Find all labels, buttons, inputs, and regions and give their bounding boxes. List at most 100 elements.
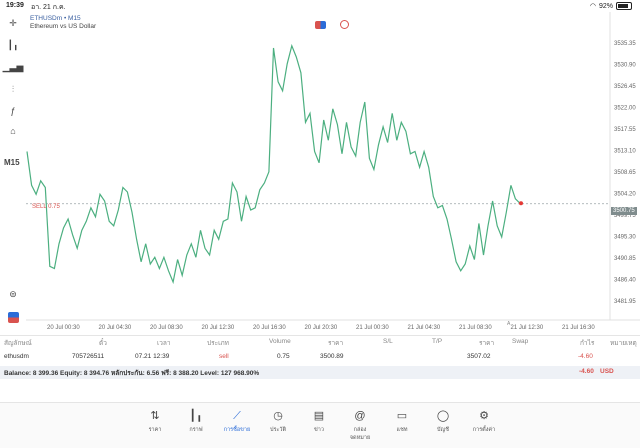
nav-history[interactable]: ◷ ประวัติ xyxy=(263,409,293,434)
nav-charts-label: กราฟ xyxy=(189,427,203,433)
price-tick-label: 3517.55 xyxy=(614,127,636,133)
header-type: ประเภท xyxy=(207,340,229,347)
battery-icon xyxy=(616,2,632,10)
time-tick-label: 20 Jul 00:30 xyxy=(47,325,80,331)
price-tick-label: 3526.45 xyxy=(614,84,636,90)
current-price-badge: 3500.75 xyxy=(611,207,637,215)
trade-chart-icon: ⟋ xyxy=(233,410,241,422)
row-current-price: 3507.02 xyxy=(467,353,491,360)
nav-news-label: ข่าว xyxy=(314,427,324,433)
row-price: 3500.89 xyxy=(320,353,344,360)
nav-mailbox[interactable]: @ กล่องจดหมาย xyxy=(345,409,375,442)
nav-chat[interactable]: ▭ แชท xyxy=(387,409,417,434)
header-volume: Volume xyxy=(269,338,291,345)
positions-table-header: สัญลักษณ์ ตั๋ว เวลา ประเภท Volume ราคา S… xyxy=(0,335,640,349)
price-tick-label: 3522.00 xyxy=(614,106,636,112)
time-tick-label: 21 Jul 08:30 xyxy=(459,325,492,331)
balance-bar: Balance: 8 399.36 Equity: 8 394.76 หลักป… xyxy=(0,366,640,379)
price-tick-label: 3486.40 xyxy=(614,278,636,284)
chart-symbol-title: ETHUSDm • M15 xyxy=(30,15,81,22)
chart-subtitle: Ethereum vs US Dollar xyxy=(30,23,97,30)
price-tick-label: 3481.95 xyxy=(614,299,636,305)
arrows-updown-icon: ⇅ xyxy=(150,410,160,422)
time-tick-label: 20 Jul 08:30 xyxy=(150,325,183,331)
row-ticket: 705726511 xyxy=(72,353,105,360)
header-price: ราคา xyxy=(328,340,344,347)
candles-icon: ┃╻ xyxy=(189,410,203,422)
mailbox-icon: @ xyxy=(354,410,366,422)
header-symbol: สัญลักษณ์ xyxy=(4,340,32,347)
price-chart[interactable]: 3535.35 3530.90 3526.45 3522.00 3517.55 3513.… xyxy=(0,0,640,335)
nav-quotes[interactable]: ⇅ ราคา xyxy=(140,409,170,434)
objects-icon[interactable]: ⫶ xyxy=(11,83,15,94)
header-time: เวลา xyxy=(157,340,171,347)
price-tick-label: 3513.10 xyxy=(614,149,636,155)
price-tick-label: 3495.30 xyxy=(614,235,636,241)
nav-account[interactable]: ◯ บัญชี xyxy=(428,409,458,434)
nav-settings-label: การตั้งค่า xyxy=(472,427,496,433)
status-time: 19:39 xyxy=(6,2,24,9)
header-swap: Swap xyxy=(512,338,529,345)
nav-charts[interactable]: ┃╻ กราฟ xyxy=(181,409,211,434)
row-type: sell xyxy=(219,353,229,360)
nav-account-label: บัญชี xyxy=(437,427,449,433)
nav-settings[interactable]: ⚙ การตั้งค่า xyxy=(469,409,499,434)
position-row[interactable]: ethusdm 705726511 07.21 12:39 sell 0.75 … xyxy=(0,351,640,364)
price-tick-label: 3535.35 xyxy=(614,41,636,47)
crosshair-icon[interactable]: ✛ xyxy=(9,17,17,28)
timeframe-button[interactable]: M15 xyxy=(4,158,20,167)
time-tick-label: 20 Jul 12:30 xyxy=(202,325,235,331)
indicators-icon[interactable]: ▁▃▅ xyxy=(2,61,24,72)
buy-sell-icon[interactable] xyxy=(315,21,326,29)
time-tick-label: 20 Jul 16:30 xyxy=(253,325,286,331)
time-tick-label: 21 Jul 16:30 xyxy=(562,325,595,331)
time-tick-label: 21 Jul 00:30 xyxy=(356,325,389,331)
price-tick-label: 3504.20 xyxy=(614,192,636,198)
status-bar: 19:39 อา. 21 ก.ค. ◠ 92% xyxy=(0,0,640,12)
trade-levels-icon[interactable] xyxy=(340,20,349,29)
news-icon: ▤ xyxy=(313,410,325,422)
header-sl: S/L xyxy=(383,338,393,345)
zoom-icon[interactable]: ⊜ xyxy=(9,288,17,299)
nav-mailbox-label: กล่องจดหมาย xyxy=(349,427,371,441)
header-current-price: ราคา xyxy=(479,340,495,347)
row-time: 07.21 12:39 xyxy=(135,353,170,360)
balance-currency: USD xyxy=(600,368,614,375)
balance-summary: Balance: 8 399.36 Equity: 8 394.76 หลักป… xyxy=(4,370,260,377)
balance-total-profit: -4.60 xyxy=(579,368,594,375)
battery-percent: 92% xyxy=(598,2,613,10)
time-tick-label: 20 Jul 04:30 xyxy=(99,325,132,331)
candles-icon[interactable]: ┃╻ xyxy=(7,39,19,50)
one-click-trading-icon[interactable] xyxy=(5,310,21,324)
time-tick-label: 21 Jul 12:30 xyxy=(511,325,544,331)
shapes-icon[interactable]: ⌂ xyxy=(10,126,16,136)
price-tick-label: 3499.75 xyxy=(614,213,636,219)
nav-history-label: ประวัติ xyxy=(269,427,287,433)
time-tick-label: 20 Jul 20:30 xyxy=(305,325,338,331)
header-ticket: ตั๋ว xyxy=(99,340,107,347)
header-profit: กำไร xyxy=(580,340,595,347)
time-tick-label: 21 Jul 04:30 xyxy=(408,325,441,331)
price-series-line xyxy=(26,43,521,285)
nav-news[interactable]: ▤ ข่าว xyxy=(304,409,334,434)
price-tick-label: 3530.90 xyxy=(614,63,636,69)
account-icon: ◯ xyxy=(436,410,450,422)
last-price-marker xyxy=(519,201,523,206)
chat-icon: ▭ xyxy=(396,410,408,422)
sell-position-label: SELL 0.75 xyxy=(32,204,60,210)
nav-trade-label: การซื้อขาย xyxy=(223,427,251,433)
row-symbol: ethusdm xyxy=(4,353,29,360)
row-profit: -4.60 xyxy=(578,353,593,360)
history-icon: ◷ xyxy=(273,410,283,422)
wifi-icon: ◠ xyxy=(589,3,596,10)
nav-trade[interactable]: ⟋ การซื้อขาย xyxy=(222,409,252,434)
scroll-end-icon[interactable]: A xyxy=(507,321,511,327)
bottom-navigation: ⇅ ราคา ┃╻ กราฟ ⟋ การซื้อขาย ◷ ประวัติ ▤ ข่าว … xyxy=(0,402,640,448)
left-toolbar: ✛ ┃╻ ▁▃▅ ⫶ ƒ ⌂ M15 ⊜ xyxy=(0,12,26,330)
row-volume: 0.75 xyxy=(277,353,290,360)
nav-quotes-label: ราคา xyxy=(148,427,162,433)
settings-icon: ⚙ xyxy=(479,410,489,422)
function-icon[interactable]: ƒ xyxy=(10,106,16,116)
price-tick-label: 3490.85 xyxy=(614,256,636,262)
nav-chat-label: แชท xyxy=(396,427,408,433)
